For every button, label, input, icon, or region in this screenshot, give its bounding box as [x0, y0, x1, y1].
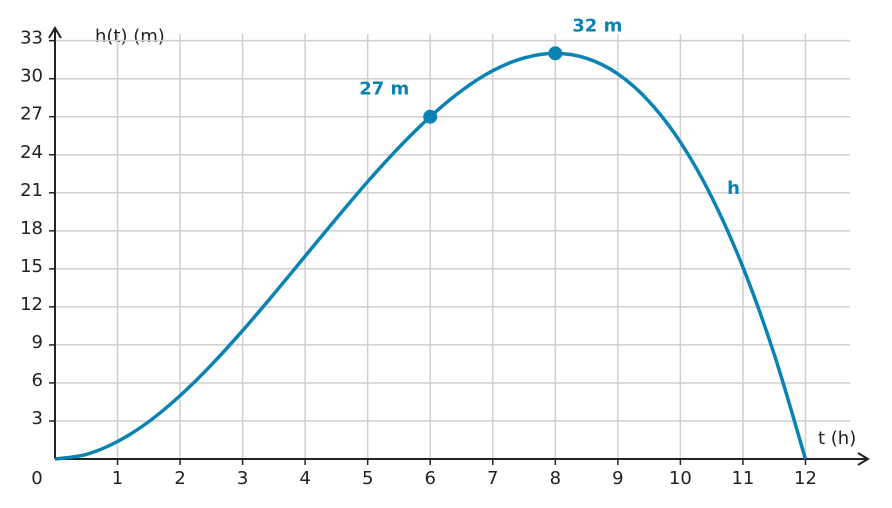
- x-tick-label: 8: [550, 468, 561, 489]
- curve-label: h: [727, 178, 740, 199]
- x-tick-label: 3: [237, 468, 248, 489]
- curve: [54, 51, 808, 461]
- x-tick-label: 1: [112, 468, 123, 489]
- y-tick-label: 24: [20, 142, 43, 163]
- point: [423, 109, 438, 124]
- x-tick-label: 12: [794, 468, 817, 489]
- x-tick-label: 7: [487, 468, 498, 489]
- x-tick-label: 11: [731, 468, 754, 489]
- point: [548, 46, 563, 61]
- point-label: 27 m: [359, 79, 409, 100]
- x-tick-label: 2: [174, 468, 185, 489]
- y-tick-label: 33: [20, 28, 43, 49]
- y-tick-label: 3: [32, 408, 43, 429]
- y-tick-label: 12: [20, 294, 43, 315]
- x-tick-label: 10: [669, 468, 692, 489]
- y-axis-label: h(t) (m): [95, 26, 165, 47]
- x-axis-arrow: [857, 452, 870, 466]
- x-axis-label: t (h): [818, 428, 856, 449]
- x-tick-label: 6: [425, 468, 436, 489]
- y-axis-arrow: [48, 26, 62, 39]
- y-tick-label: 6: [32, 370, 43, 391]
- y-tick-label: 15: [20, 256, 43, 277]
- x-tick-label: 9: [612, 468, 623, 489]
- y-tick-label: 30: [20, 66, 43, 87]
- y-tick-label: 21: [20, 180, 43, 201]
- y-tick-label: 27: [20, 104, 43, 125]
- x-tick-label: 0: [31, 468, 42, 489]
- y-tick-label: 9: [32, 332, 43, 353]
- x-tick-label: 4: [299, 468, 310, 489]
- y-tick-label: 18: [20, 218, 43, 239]
- point-label: 32 m: [572, 15, 622, 36]
- x-tick-label: 5: [362, 468, 373, 489]
